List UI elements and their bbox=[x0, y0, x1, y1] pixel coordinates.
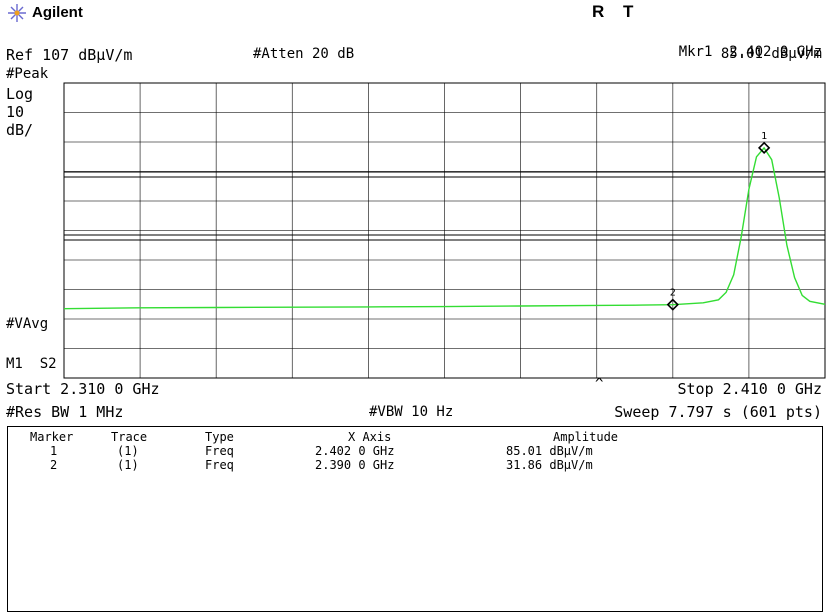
marker-table: Marker Trace Type X Axis Amplitude 1 (1)… bbox=[7, 426, 823, 612]
marker-state: M1 S2 bbox=[6, 356, 57, 372]
caret-marker: ^ bbox=[595, 376, 604, 392]
detector: #Peak bbox=[6, 66, 49, 82]
header-amplitude: Amplitude bbox=[553, 430, 619, 444]
row-2-marker: 2 bbox=[50, 458, 58, 472]
marker-2-label: 2 bbox=[670, 288, 676, 299]
spectrum-trace bbox=[63, 146, 826, 310]
agilent-logo-icon bbox=[8, 4, 26, 22]
status-r: R bbox=[592, 2, 605, 21]
marker-readout-freq: 2.402 0 GHz bbox=[729, 44, 822, 60]
row-1-x: 2.402 0 GHz bbox=[315, 444, 395, 458]
video-bandwidth: #VBW 10 Hz bbox=[369, 404, 454, 420]
header-trace: Trace bbox=[111, 430, 148, 444]
marker-1-label: 1 bbox=[761, 131, 767, 142]
resolution-bandwidth: #Res BW 1 MHz bbox=[6, 403, 124, 421]
marker-readout-amplitude: 85.01 dBμV/m bbox=[720, 46, 822, 62]
scale-value: 10 bbox=[6, 103, 25, 121]
stop-frequency: Stop 2.410 0 GHz bbox=[677, 380, 823, 398]
row-1-trace: (1) bbox=[117, 444, 139, 458]
row-2-trace: (1) bbox=[117, 458, 139, 472]
header-type: Type bbox=[205, 430, 234, 444]
marker-1-diamond bbox=[757, 141, 771, 155]
row-1-amplitude: 85.01 dBμV/m bbox=[506, 444, 593, 458]
row-2-amplitude: 31.86 dBμV/m bbox=[506, 458, 593, 472]
marker-readout: Mkr1 2.402 0 GHz bbox=[662, 28, 822, 60]
scale-type: Log bbox=[6, 85, 34, 103]
ref-level: Ref 107 dBμV/m bbox=[6, 46, 133, 64]
attenuation: #Atten 20 dB bbox=[253, 46, 355, 62]
row-1-marker: 1 bbox=[50, 444, 58, 458]
brand-name: Agilent bbox=[32, 4, 83, 21]
spectrum-plot: 12 bbox=[63, 82, 826, 379]
marker-2-diamond bbox=[666, 298, 679, 311]
avg-mode: #VAvg bbox=[6, 316, 49, 332]
header-x-axis: X Axis bbox=[348, 430, 392, 444]
sweep-info: Sweep 7.797 s (601 pts) bbox=[614, 403, 822, 421]
scale-unit: dB/ bbox=[6, 121, 34, 139]
status-t: T bbox=[623, 2, 634, 21]
header-marker: Marker bbox=[30, 430, 74, 444]
start-frequency: Start 2.310 0 GHz bbox=[6, 380, 160, 398]
marker-readout-label: Mkr1 bbox=[678, 44, 713, 60]
row-2-x: 2.390 0 GHz bbox=[315, 458, 395, 472]
row-1-type: Freq bbox=[205, 444, 234, 458]
row-2-type: Freq bbox=[205, 458, 234, 472]
